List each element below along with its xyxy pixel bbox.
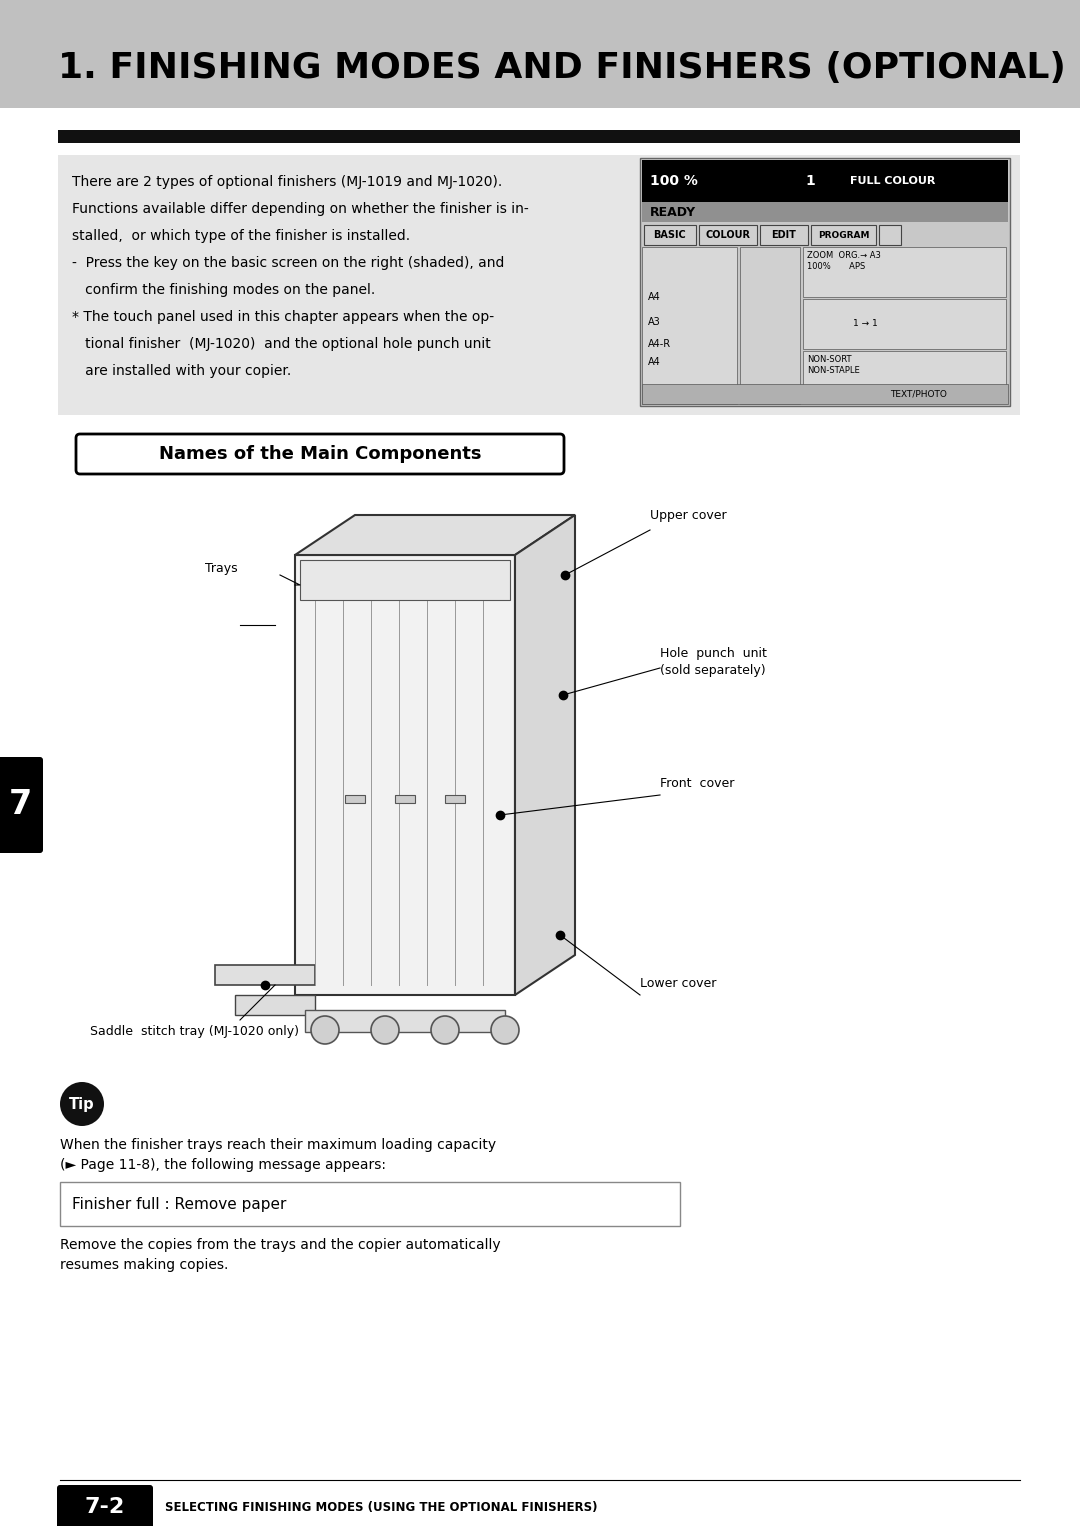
- Text: A4: A4: [648, 357, 661, 366]
- Bar: [804, 351, 1005, 401]
- Text: confirm the finishing modes on the panel.: confirm the finishing modes on the panel…: [72, 282, 375, 298]
- Bar: [642, 201, 1008, 221]
- Text: Trays: Trays: [205, 562, 238, 575]
- Text: There are 2 types of optional finishers (MJ-1019 and MJ-1020).: There are 2 types of optional finishers …: [72, 175, 502, 189]
- Bar: [445, 795, 465, 803]
- Text: When the finisher trays reach their maximum loading capacity: When the finisher trays reach their maxi…: [60, 1138, 496, 1152]
- FancyBboxPatch shape: [76, 433, 564, 475]
- Bar: [58, 130, 1020, 143]
- Circle shape: [60, 1082, 104, 1126]
- Text: Hole  punch  unit: Hole punch unit: [660, 647, 767, 661]
- Bar: [760, 224, 808, 246]
- Bar: [642, 160, 1008, 201]
- Circle shape: [431, 1016, 459, 1044]
- Bar: [740, 247, 800, 404]
- Text: A4: A4: [648, 291, 661, 302]
- Text: SELECTING FINISHING MODES (USING THE OPTIONAL FINISHERS): SELECTING FINISHING MODES (USING THE OPT…: [165, 1500, 597, 1514]
- Text: BASIC: BASIC: [653, 230, 687, 240]
- Bar: [345, 795, 365, 803]
- Text: (sold separately): (sold separately): [660, 664, 766, 678]
- Text: EDIT: EDIT: [771, 230, 796, 240]
- Bar: [640, 159, 1010, 406]
- Bar: [642, 385, 1008, 404]
- Text: Upper cover: Upper cover: [650, 510, 727, 522]
- FancyBboxPatch shape: [0, 757, 43, 853]
- Text: Names of the Main Components: Names of the Main Components: [159, 446, 482, 462]
- Text: Front  cover: Front cover: [660, 777, 734, 790]
- Polygon shape: [295, 514, 575, 555]
- Text: Tip: Tip: [69, 1097, 95, 1111]
- Bar: [811, 224, 876, 246]
- Text: 100%       APS: 100% APS: [807, 262, 865, 272]
- Text: READY: READY: [650, 206, 697, 218]
- Text: 1. FINISHING MODES AND FINISHERS (OPTIONAL): 1. FINISHING MODES AND FINISHERS (OPTION…: [58, 50, 1066, 85]
- Bar: [300, 560, 510, 600]
- Text: are installed with your copier.: are installed with your copier.: [72, 365, 292, 378]
- Polygon shape: [215, 964, 315, 984]
- Polygon shape: [235, 995, 315, 1015]
- Circle shape: [311, 1016, 339, 1044]
- Text: (► Page 11-8), the following message appears:: (► Page 11-8), the following message app…: [60, 1158, 386, 1172]
- Bar: [699, 224, 757, 246]
- Text: Remove the copies from the trays and the copier automatically: Remove the copies from the trays and the…: [60, 1238, 501, 1251]
- Bar: [642, 247, 737, 404]
- Text: NON-SORT: NON-SORT: [807, 356, 851, 365]
- Text: TEXT/PHOTO: TEXT/PHOTO: [890, 389, 947, 398]
- Text: resumes making copies.: resumes making copies.: [60, 1257, 228, 1273]
- Text: tional finisher  (MJ-1020)  and the optional hole punch unit: tional finisher (MJ-1020) and the option…: [72, 337, 490, 351]
- Text: Finisher full : Remove paper: Finisher full : Remove paper: [72, 1196, 286, 1212]
- Text: 7: 7: [9, 789, 31, 821]
- Text: stalled,  or which type of the finisher is installed.: stalled, or which type of the finisher i…: [72, 229, 410, 243]
- Text: -  Press the key on the basic screen on the right (shaded), and: - Press the key on the basic screen on t…: [72, 256, 504, 270]
- Text: NON-STAPLE: NON-STAPLE: [807, 366, 860, 375]
- FancyBboxPatch shape: [57, 1485, 153, 1526]
- Bar: [305, 1010, 505, 1032]
- Bar: [58, 156, 1020, 415]
- Text: Saddle  stitch tray (MJ-1020 only): Saddle stitch tray (MJ-1020 only): [90, 1025, 299, 1038]
- Text: 1 → 1: 1 → 1: [853, 319, 878, 328]
- Circle shape: [372, 1016, 399, 1044]
- Bar: [804, 299, 1005, 349]
- Bar: [295, 555, 515, 995]
- Polygon shape: [515, 514, 575, 995]
- Text: PROGRAM: PROGRAM: [818, 230, 869, 240]
- Text: 100 %: 100 %: [650, 174, 698, 188]
- Text: FULL COLOUR: FULL COLOUR: [850, 175, 935, 186]
- Text: * The touch panel used in this chapter appears when the op-: * The touch panel used in this chapter a…: [72, 310, 495, 324]
- Text: Lower cover: Lower cover: [640, 977, 716, 990]
- Bar: [644, 224, 696, 246]
- Circle shape: [491, 1016, 519, 1044]
- Bar: [879, 224, 901, 246]
- Text: ZOOM  ORG.→ A3: ZOOM ORG.→ A3: [807, 250, 881, 259]
- Text: COLOUR: COLOUR: [705, 230, 751, 240]
- Bar: [395, 795, 415, 803]
- Bar: [60, 1183, 680, 1225]
- Bar: [0, 0, 1080, 108]
- Text: 1: 1: [805, 174, 814, 188]
- Text: A4-R: A4-R: [648, 339, 671, 349]
- Text: Functions available differ depending on whether the finisher is in-: Functions available differ depending on …: [72, 201, 529, 217]
- Text: 7-2: 7-2: [85, 1497, 125, 1517]
- Bar: [804, 247, 1005, 298]
- Text: A3: A3: [648, 317, 661, 327]
